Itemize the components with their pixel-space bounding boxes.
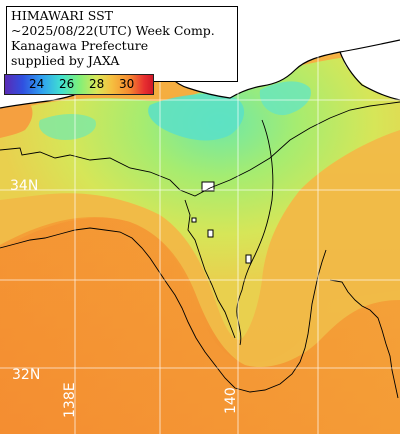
legend-tick-30: 30 <box>119 77 135 91</box>
island-2 <box>207 229 214 238</box>
title-line-2: ~2025/08/22(UTC) Week Comp. <box>11 23 215 38</box>
title-line-4: supplied by JAXA <box>11 53 120 68</box>
cold-patch-east <box>259 81 311 116</box>
legend-tick-24: 24 <box>29 77 45 91</box>
legend-tick-28: 28 <box>89 77 105 91</box>
island-4 <box>191 217 197 223</box>
contour-east-eddy <box>329 279 399 399</box>
land-boso <box>340 40 400 100</box>
warm-water-region <box>0 217 400 434</box>
contour-peninsula-west <box>184 199 236 339</box>
coastline-boso <box>339 51 400 101</box>
lon-label-140: 140 <box>223 387 239 414</box>
land-izu-patch <box>0 104 33 138</box>
cold-patch-west <box>38 114 96 140</box>
cold-patch-bay <box>148 94 245 141</box>
legend-gradient <box>5 75 153 94</box>
title-line-3: Kanagawa Prefecture <box>11 38 149 53</box>
cool-coastal-water <box>0 50 400 340</box>
lat-label-34n: 34N <box>10 178 39 194</box>
contour-kuroshio <box>0 227 327 393</box>
lat-label-32n: 32N <box>12 367 41 383</box>
legend-tick-26: 26 <box>59 77 75 91</box>
color-legend: 24 26 28 30 <box>4 74 154 95</box>
title-box: HIMAWARI SST ~2025/08/22(UTC) Week Comp.… <box>6 6 238 82</box>
lon-label-138e: 138E <box>62 382 78 418</box>
island-3 <box>245 254 252 264</box>
title-line-1: HIMAWARI SST <box>11 8 113 23</box>
